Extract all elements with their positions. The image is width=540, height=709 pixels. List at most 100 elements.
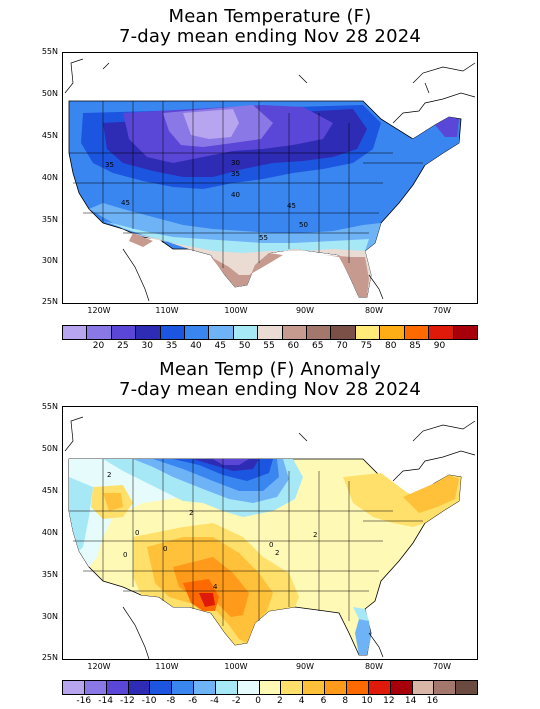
colorbar-swatch [346, 681, 369, 694]
bottom-map-title-line2: 7-day mean ending Nov 28 2024 [118, 379, 422, 400]
bottom-lon-label: 70W [432, 662, 452, 671]
colorbar-swatch [258, 326, 283, 339]
bottom-map-panel: 2 2 0 0 2 0 0 2 4 [62, 406, 478, 660]
top-map-title-line2: 7-day mean ending Nov 28 2024 [118, 26, 422, 47]
colorbar-label: 75 [360, 341, 373, 351]
colorbar-label: 55 [263, 341, 275, 351]
colorbar-swatch [84, 681, 107, 694]
top-lat-label: 55N [41, 47, 58, 56]
colorbar-swatch [331, 326, 356, 339]
colorbar-label: -6 [188, 696, 198, 706]
colorbar-label: 25 [117, 341, 129, 351]
colorbar-swatch [111, 326, 137, 339]
colorbar-swatch [456, 681, 478, 694]
colorbar-swatch [325, 681, 347, 694]
colorbar-label: 40 [190, 341, 202, 351]
colorbar-swatch [259, 681, 282, 694]
colorbar-label: 50 [238, 341, 251, 351]
bottom-lon-label: 110W [155, 662, 179, 671]
colorbar-swatch [380, 326, 405, 339]
bottom-lat-label: 50N [41, 444, 58, 453]
bottom-lat-label: 55N [41, 402, 58, 411]
top-lon-label: 110W [155, 306, 179, 315]
colorbar-label: -12 [120, 696, 135, 706]
contour-label: 35 [231, 170, 240, 178]
top-map-canvas: 35 30 35 40 45 45 50 55 [64, 58, 476, 302]
colorbar-label: 2 [277, 696, 283, 706]
colorbar-label: 8 [342, 696, 349, 706]
colorbar-label: 4 [298, 696, 305, 706]
bottom-lat-label: 45N [41, 486, 58, 495]
colorbar-swatch [233, 326, 259, 339]
colorbar-label: 30 [141, 341, 153, 351]
top-lat-label: 40N [41, 173, 58, 182]
colorbar-label: 80 [385, 341, 397, 351]
contour-label: 50 [299, 221, 308, 229]
colorbar-swatch [63, 326, 88, 339]
colorbar-swatch [87, 326, 112, 339]
colorbar-swatch [150, 681, 173, 694]
colorbar-swatch [355, 326, 381, 339]
top-map-panel: 35 30 35 40 45 45 50 55 [62, 52, 478, 304]
contour-label: 30 [231, 159, 240, 167]
colorbar-swatch [412, 681, 435, 694]
colorbar-swatch [136, 326, 161, 339]
top-lat-label: 45N [41, 131, 58, 140]
colorbar-label: -14 [98, 696, 113, 706]
colorbar-label: 60 [287, 341, 300, 351]
contour-label: 45 [121, 199, 130, 207]
colorbar-label: -16 [76, 696, 92, 706]
bottom-lon-label: 90W [295, 662, 315, 671]
colorbar-swatch [303, 681, 326, 694]
bottom-lon-label: 120W [87, 662, 111, 671]
bottom-lon-label: 100W [224, 662, 248, 671]
colorbar-label: 65 [311, 341, 324, 351]
bottom-colorbar [62, 680, 478, 695]
colorbar-swatch [453, 326, 477, 339]
colorbar-label: 14 [404, 696, 417, 706]
bottom-map-title-line1: Mean Temp (F) Anomaly [159, 359, 381, 380]
colorbar-label: 10 [361, 696, 373, 706]
bottom-lat-label: 30N [41, 612, 58, 621]
colorbar-label: -2 [231, 696, 241, 706]
colorbar-label: -10 [141, 696, 157, 706]
contour-label: 4 [213, 583, 218, 591]
colorbar-swatch [172, 681, 195, 694]
colorbar-swatch [282, 326, 308, 339]
colorbar-swatch [209, 326, 234, 339]
colorbar-swatch [390, 681, 413, 694]
contour-label: 0 [269, 541, 273, 549]
colorbar-swatch [194, 681, 216, 694]
top-map-title-line1: Mean Temperature (F) [168, 6, 372, 27]
contour-label: 45 [287, 202, 296, 210]
colorbar-label: 45 [214, 341, 226, 351]
contour-label: 0 [135, 529, 139, 537]
colorbar-label: 85 [409, 341, 421, 351]
bottom-map-canvas: 2 2 0 0 2 0 0 2 4 [64, 416, 476, 659]
colorbar-label: -4 [210, 696, 219, 706]
colorbar-label: -8 [166, 696, 176, 706]
contour-label: 0 [163, 545, 167, 553]
top-lon-label: 70W [432, 306, 452, 315]
colorbar-label: 6 [320, 696, 327, 706]
colorbar-swatch [63, 681, 85, 694]
contour-label: 2 [189, 509, 193, 517]
contour-label: 35 [105, 161, 114, 169]
colorbar-swatch [160, 326, 186, 339]
contour-label: 40 [231, 191, 240, 199]
contour-label: 55 [259, 234, 268, 242]
bottom-lat-label: 25N [41, 653, 58, 662]
colorbar-swatch [307, 326, 332, 339]
bottom-lat-label: 35N [41, 570, 58, 579]
colorbar-swatch [215, 681, 238, 694]
top-lon-label: 120W [87, 306, 111, 315]
top-lon-label: 80W [364, 306, 384, 315]
top-colorbar [62, 325, 478, 340]
top-lat-label: 25N [41, 297, 58, 306]
top-lat-label: 35N [41, 215, 58, 224]
colorbar-label: 35 [165, 341, 178, 351]
top-lon-label: 100W [224, 306, 248, 315]
colorbar-swatch [106, 681, 129, 694]
contour-label: 0 [123, 551, 127, 559]
colorbar-label: 90 [433, 341, 446, 351]
